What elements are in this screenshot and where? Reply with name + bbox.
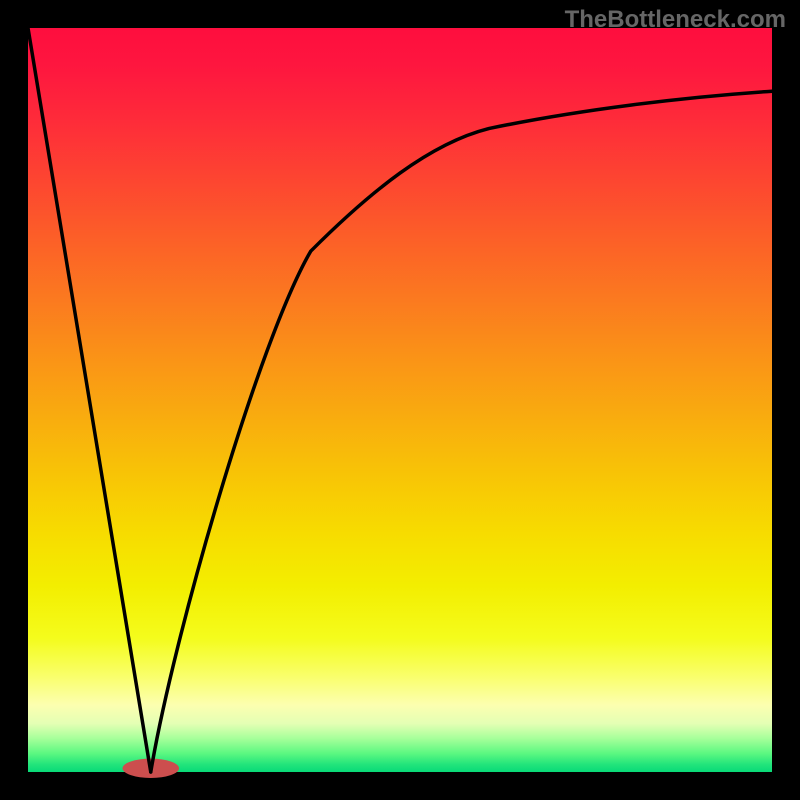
chart-svg [0,0,800,800]
chart-container: TheBottleneck.com [0,0,800,800]
watermark-text: TheBottleneck.com [565,6,786,34]
gradient-background [28,28,772,772]
